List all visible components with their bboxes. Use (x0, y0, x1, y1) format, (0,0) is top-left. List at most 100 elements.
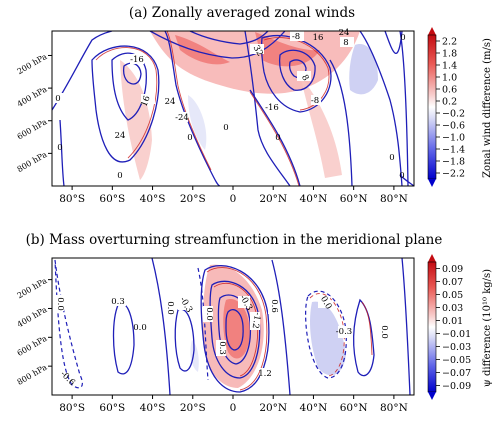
x-tick-label: 60°N (340, 193, 368, 205)
panel-b-colorbar (427, 254, 437, 400)
colorbar-tick-label: 0.05 (442, 290, 463, 301)
colorbar-b-label: ψ difference (10¹⁰ kg/s) (482, 269, 493, 387)
panel-a-contour (95, 47, 158, 159)
panel-b-contour (174, 308, 195, 372)
panel-a-y-ticks: 200 hPa 400 hPa 600 hPa 800 hPa (16, 52, 52, 174)
panel-b-contour (361, 301, 373, 356)
colorbar-tick-label: −0.05 (442, 355, 471, 366)
x-tick-label: 40°S (140, 193, 166, 205)
colorbar-tick-label: −2.2 (442, 169, 465, 180)
panel-b-contour (271, 259, 291, 395)
panel-a-contour (399, 31, 409, 186)
panel-a-contour (249, 89, 301, 186)
panel-a-contour (166, 31, 212, 171)
contour-label: 24 (115, 131, 126, 141)
contour-label: 24 (165, 97, 176, 107)
panel-a-contour (59, 119, 65, 186)
colorbar-a-bar (427, 34, 437, 180)
panel-b-shade-positive-core (223, 299, 250, 359)
colorbar-b-ticks: 0.09 0.07 0.05 0.03 0.01 −0.01 −0.03 −0.05 −0.07… (436, 264, 471, 392)
colorbar-tick-label: −0.07 (442, 368, 471, 379)
colorbar-b-extend-top (428, 254, 436, 262)
contour-label: -8 (311, 96, 319, 106)
contour-label: 16 (140, 95, 153, 109)
x-tick-label: 20°S (180, 402, 206, 414)
contour-label: 0 (399, 171, 404, 181)
contour-label: -8 (292, 32, 300, 42)
contour-label: 16 (313, 33, 324, 43)
panel-a-contour (359, 31, 403, 186)
panel-b-contour-negative (54, 259, 83, 389)
panel-b-contour (401, 258, 411, 395)
panel-b-contour (200, 265, 270, 393)
panel-a-contour (91, 45, 160, 163)
contour-label: 0 (389, 153, 394, 163)
colorbar-tick-label: 0.07 (442, 277, 463, 288)
panel-a-shade-positive-core-north (255, 32, 320, 67)
colorbar-tick-label: −1.8 (442, 157, 465, 168)
panel-a-shade-positive-south-column (120, 60, 152, 180)
colorbar-tick-label: −0.2 (442, 109, 465, 120)
colorbar-tick-label: 0.01 (442, 316, 463, 327)
panel-a-contour (249, 91, 300, 186)
contour-label: 0.0 (165, 301, 175, 315)
colorbar-a-extend-top (428, 27, 436, 35)
colorbar-b-bar (427, 261, 437, 393)
y-tick-label: 600 hPa (16, 117, 49, 141)
contour-label: 0 (400, 33, 405, 43)
colorbar-tick-label: 0.6 (442, 85, 457, 96)
contour-label: 1.2 (258, 369, 272, 379)
contour-label: 0 (223, 123, 228, 133)
panel-b-contours-negative (54, 259, 347, 389)
colorbar-tick-label: 1.0 (442, 73, 457, 84)
colorbar-tick-label: 1.4 (442, 61, 457, 72)
x-tick-label: 60°S (99, 193, 125, 205)
contour-label: 8 (343, 38, 348, 48)
panel-a-contour (244, 31, 291, 186)
contour-label: 0.0 (379, 325, 389, 339)
colorbar-tick-label: 2.2 (442, 37, 457, 48)
contour-label: 0 (55, 94, 60, 104)
contour-label: -16 (265, 103, 279, 113)
y-tick-label: 200 hPa (16, 276, 49, 300)
contour-label: 32 (251, 44, 265, 58)
contour-label: -1.2 (250, 311, 263, 329)
panel-a-contour (189, 31, 269, 45)
panel-a-x-ticks: 80°S 60°S 40°S 20°S 0 20°N 40°N 60°N 80°N (59, 186, 408, 205)
contour-label: 0.3 (111, 297, 125, 307)
panel-b-shade-negative-north (310, 301, 346, 376)
panel-a-contour (399, 174, 414, 186)
contour-label: 0 (57, 143, 62, 153)
panel-a-title: (a) Zonally averaged zonal winds (129, 5, 355, 21)
y-tick-label: 400 hPa (16, 85, 49, 109)
panel-b-contour (353, 298, 375, 377)
contour-label: 0 (117, 171, 122, 181)
panel-a-contour (52, 31, 113, 111)
x-tick-label: 40°N (300, 193, 328, 205)
colorbar-a-extend-bottom (428, 179, 436, 187)
x-tick-label: 80°N (380, 193, 408, 205)
contour-label: 0.0 (133, 323, 147, 333)
colorbar-tick-label: −0.01 (442, 329, 471, 340)
panel-b-contour-negative (197, 267, 209, 381)
y-tick-label: 800 hPa (16, 363, 49, 387)
colorbar-tick-label: −0.09 (442, 381, 471, 392)
x-tick-label: 80°N (380, 402, 408, 414)
contour-label: -0.6 (58, 369, 77, 388)
y-tick-label: 600 hPa (16, 334, 49, 358)
x-tick-label: 20°S (180, 193, 206, 205)
contour-label: 0 (275, 133, 280, 143)
panel-a-field (52, 31, 414, 186)
contour-label: 0.0 (55, 297, 65, 311)
contour-label: 24 (339, 28, 350, 38)
x-tick-label: 40°S (140, 402, 166, 414)
panel-b-shade-negative-tropic (190, 340, 199, 372)
contour-label: 0.0 (204, 307, 214, 321)
panel-b-contour (206, 267, 268, 391)
panel-a-shade-negative-north (349, 44, 378, 95)
contour-label: 0.6 (269, 299, 279, 313)
colorbar-tick-label: 0.2 (442, 97, 457, 108)
x-tick-label: 80°S (59, 193, 85, 205)
x-tick-label: 20°N (259, 402, 287, 414)
